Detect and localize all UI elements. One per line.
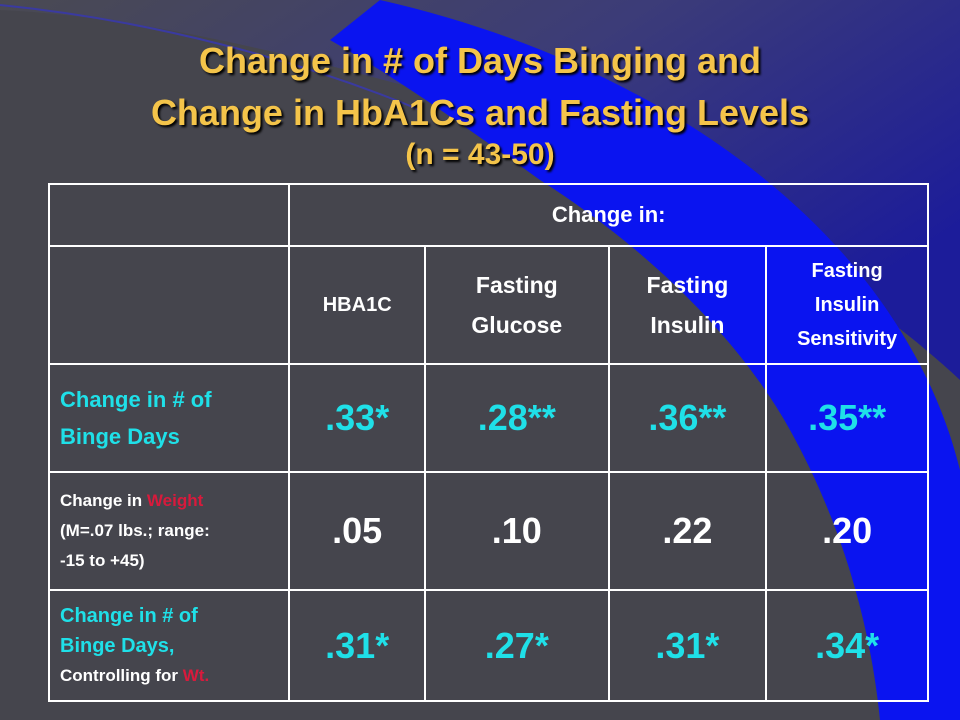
- empty-corner-cell: [47, 183, 291, 247]
- group-header: Change in:: [288, 183, 929, 247]
- row-label-highlight: Weight: [146, 491, 204, 510]
- row-label-weight: Change in Weight (M=.07 lbs.; range: -15…: [47, 471, 291, 591]
- value-cell: .22: [607, 471, 768, 591]
- value-cell: .31*: [288, 589, 427, 702]
- value-cell: .34*: [765, 589, 929, 702]
- row-label-line: Change in # of: [60, 387, 212, 412]
- value-cell: .28**: [424, 363, 610, 473]
- slide-title-line2: Change in HbA1Cs and Fasting Levels: [150, 92, 810, 133]
- column-header-row: HBA1C Fasting Glucose Fasting Insulin Fa…: [47, 245, 929, 365]
- column-header-line: Fasting: [475, 272, 558, 298]
- table-row: Change in # of Binge Days, Controlling f…: [47, 589, 929, 702]
- row-label-highlight: Wt.: [182, 665, 210, 685]
- column-header-line: HBA1C: [322, 294, 392, 316]
- row-label-binge-days-controlled: Change in # of Binge Days, Controlling f…: [47, 589, 291, 702]
- correlation-table: Change in: HBA1C Fasting Glucose Fasting…: [47, 183, 929, 702]
- row-label-line: Binge Days,: [60, 634, 175, 657]
- row-label-prefix: Controlling for: [60, 665, 183, 685]
- group-header-row: Change in:: [47, 183, 929, 247]
- column-header-hba1c: HBA1C: [288, 245, 427, 365]
- value-cell: .35**: [765, 363, 929, 473]
- row-label-line: Change in Weight: [60, 486, 288, 516]
- value-cell: .10: [424, 471, 610, 591]
- table-row: Change in Weight (M=.07 lbs.; range: -15…: [47, 471, 929, 591]
- column-header-line: Sensitivity: [797, 328, 898, 350]
- row-label-binge-days: Change in # of Binge Days: [47, 363, 291, 473]
- row-label-prefix: Change in: [60, 491, 147, 510]
- slide-title-line1: Change in # of Days Binging and: [198, 40, 762, 81]
- column-header-line: Fasting: [646, 272, 729, 298]
- row-label-line: Change in # of: [60, 604, 198, 627]
- value-cell: .27*: [424, 589, 610, 702]
- value-cell: .20: [765, 471, 929, 591]
- column-header-fasting-glucose: Fasting Glucose: [424, 245, 610, 365]
- column-header-line: Fasting: [811, 260, 883, 282]
- column-header-line: Insulin: [650, 312, 725, 338]
- value-cell: .31*: [607, 589, 768, 702]
- row-label-line: (M=.07 lbs.; range:: [60, 521, 210, 540]
- table-row: Change in # of Binge Days .33* .28** .36…: [47, 363, 929, 473]
- column-header-insulin-sensitivity: Fasting Insulin Sensitivity: [765, 245, 929, 365]
- empty-header-cell: [47, 245, 291, 365]
- row-label-line: Controlling for Wt.: [60, 661, 288, 691]
- value-cell: .36**: [607, 363, 768, 473]
- row-label-line: Binge Days: [60, 424, 180, 449]
- value-cell: .33*: [288, 363, 427, 473]
- column-header-line: Glucose: [471, 312, 563, 338]
- row-label-line: -15 to +45): [60, 551, 145, 570]
- column-header-fasting-insulin: Fasting Insulin: [607, 245, 768, 365]
- column-header-line: Insulin: [814, 294, 880, 316]
- slide-subtitle: (n = 43-50): [405, 138, 555, 171]
- value-cell: .05: [288, 471, 427, 591]
